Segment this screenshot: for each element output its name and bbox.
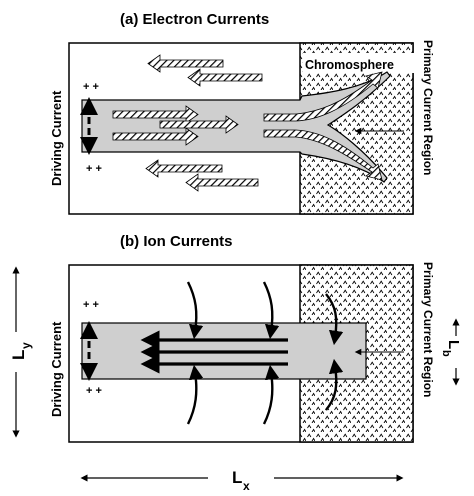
electron-current-channel <box>81 71 391 183</box>
panel-a-title: (a) Electron Currents <box>120 11 269 28</box>
electron-arrow-icon <box>147 54 224 73</box>
plus-charges-top: + + <box>83 299 99 311</box>
electron-arrow-icon <box>263 129 383 181</box>
electron-arrow-icon <box>159 115 239 134</box>
ion-inflow-arrow-icon <box>186 364 204 425</box>
electron-arrow-icon <box>145 159 223 178</box>
panel-a: (a) Electron Currents Chromosphere + + +… <box>49 11 435 215</box>
dimension-ly: L y <box>9 266 33 438</box>
electron-arrow-icon <box>187 68 263 87</box>
plus-charges-bottom: + + <box>86 385 102 397</box>
electron-return-arrows <box>145 54 263 192</box>
ly-subscript: y <box>19 342 33 349</box>
panel-a-primary-region-label: Primary Current Region <box>421 40 435 175</box>
electron-arrow-icon <box>112 105 199 124</box>
ion-inflow-arrow-icon <box>325 293 344 346</box>
ion-channel-arrows <box>140 330 288 374</box>
electron-forward-arrows <box>112 71 383 181</box>
electron-arrow-icon <box>263 71 383 122</box>
electron-arrow-icon <box>112 127 199 146</box>
chromosphere-label: Chromosphere <box>305 58 394 72</box>
panel-b: (b) Ion Currents + + + + Driving Current… <box>49 233 435 443</box>
lx-label: L <box>232 468 242 487</box>
panel-b-primary-region-label: Primary Current Region <box>421 262 435 397</box>
panel-b-title: (b) Ion Currents <box>120 233 233 250</box>
ly-label: L <box>9 350 28 360</box>
panel-b-driving-current-label: Driving Current <box>49 321 64 417</box>
lx-subscript: x <box>243 479 250 493</box>
chromosphere-label-bg <box>303 53 416 73</box>
ion-inflow-arrow-icon <box>262 364 280 425</box>
ion-inflow-arrow-icon <box>186 281 204 340</box>
lb-subscript: b <box>440 350 452 357</box>
panel-a-driving-current-label: Driving Current <box>49 90 64 186</box>
ion-inflow-arrow-icon <box>325 358 344 411</box>
plus-charges-bottom: + + <box>86 163 102 175</box>
dimension-lx: L x <box>80 468 404 493</box>
plus-charges-top: + + <box>83 81 99 93</box>
ion-inflow-arrows <box>186 281 344 425</box>
lb-label: L <box>445 340 462 349</box>
electron-arrow-icon <box>185 173 259 192</box>
dimension-lb: L b <box>440 318 462 386</box>
ion-inflow-arrow-icon <box>262 281 280 340</box>
